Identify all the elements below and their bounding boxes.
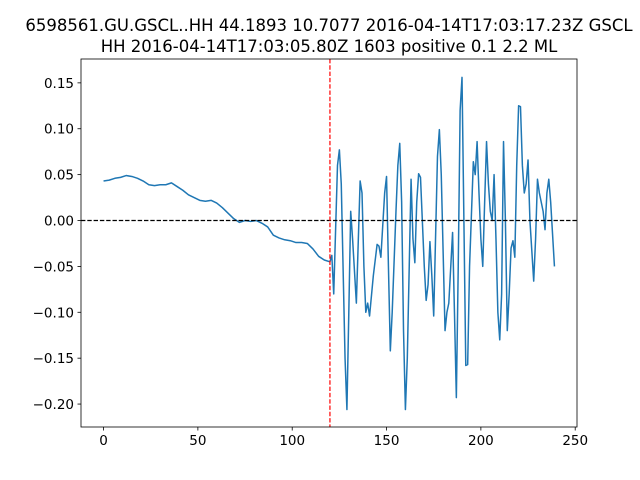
y-tick-label: −0.15 bbox=[33, 351, 74, 367]
x-tick-label: 0 bbox=[99, 433, 108, 449]
chart-title: HH 2016-04-14T17:03:05.80Z 1603 positive… bbox=[101, 37, 558, 56]
x-tick-label: 200 bbox=[468, 433, 494, 449]
data-line bbox=[103, 76, 556, 411]
y-tick-label: 0.15 bbox=[44, 76, 74, 92]
x-tick-label: 100 bbox=[279, 433, 305, 449]
y-tick-label: −0.10 bbox=[33, 305, 74, 321]
y-tick-label: −0.20 bbox=[33, 397, 74, 413]
chart-title: 6598561.GU.GSCL..HH 44.1893 10.7077 2016… bbox=[25, 16, 633, 35]
y-tick-label: 0.00 bbox=[44, 214, 74, 230]
x-tick-label: 150 bbox=[374, 433, 400, 449]
y-tick-label: 0.10 bbox=[44, 122, 74, 138]
x-tick-label: 250 bbox=[562, 433, 588, 449]
x-tick-label: 50 bbox=[189, 433, 206, 449]
y-tick-label: 0.05 bbox=[44, 168, 74, 184]
y-tick-label: −0.05 bbox=[33, 259, 74, 275]
axes-frame bbox=[80, 58, 578, 428]
